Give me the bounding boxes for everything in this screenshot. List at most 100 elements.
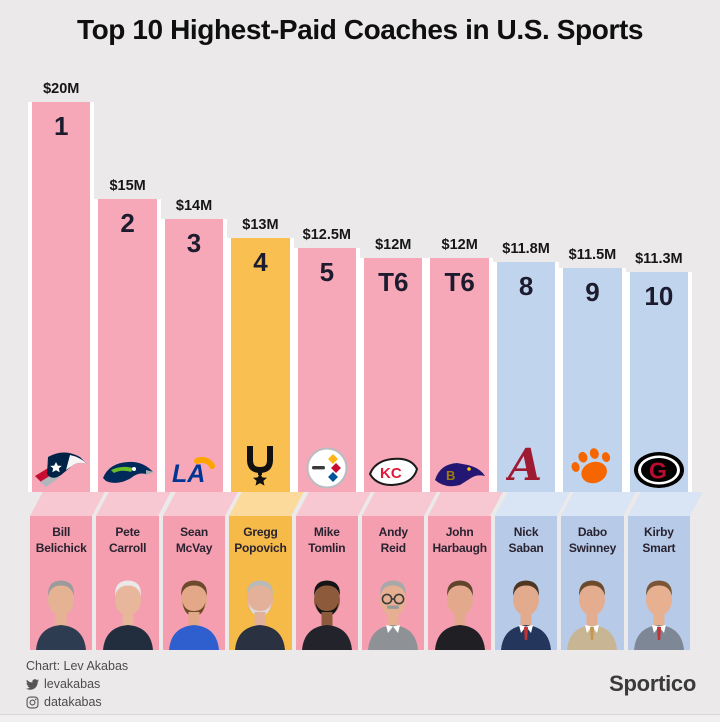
coach-first-name: Kirby (644, 525, 674, 539)
coach-panel: John Harbaugh (428, 516, 491, 650)
salary-label: $20M (43, 81, 80, 97)
coach-first-name: Nick (513, 525, 539, 539)
twitter-icon (26, 678, 39, 691)
coach-first-name: John (445, 525, 474, 539)
coach-last-name: Carroll (108, 540, 147, 555)
pedestal-bevel (295, 492, 371, 516)
pedestal-bevel (162, 492, 238, 516)
seahawks-logo (101, 457, 155, 489)
instagram-handle: datakabas (44, 695, 102, 709)
clemson-logo (568, 445, 616, 489)
coach-first-name: Gregg (243, 525, 278, 539)
coach-column-mcvay: $14M 3 LA (160, 198, 228, 492)
spurs-logo (238, 443, 282, 489)
alabama-logo: A (504, 440, 546, 491)
pedestal-bevel (627, 492, 703, 516)
coach-photo (365, 570, 421, 650)
coach-column-popovich: $13M 4 (227, 217, 294, 492)
coach-panel: Andy Reid (362, 516, 425, 650)
coach-panel: Pete Carroll (96, 516, 159, 650)
pedestal-bevel (428, 492, 504, 516)
bottom-border (0, 714, 720, 722)
rank-label: 2 (120, 208, 135, 238)
salary-label: $11.5M (568, 247, 617, 263)
coach-photo (100, 570, 156, 650)
coach-column-smart: $11.3M 10 G (625, 251, 693, 492)
coach-name: Dabo Swinney (561, 516, 623, 557)
salary-label: $14M (175, 198, 213, 214)
coach-column-harbaugh: $12M T6 B (426, 237, 493, 492)
bar: 4 (227, 238, 294, 492)
bar: 9 (559, 268, 626, 492)
rank-label: T6 (444, 267, 475, 297)
bar: 3 LA (160, 219, 228, 492)
coach-first-name: Andy (378, 525, 408, 539)
chiefs-logo: KC (367, 455, 419, 489)
coach-last-name: Popovich (234, 540, 287, 555)
rank-label: 1 (53, 111, 69, 141)
twitter-handle: levakabas (44, 677, 101, 691)
svg-text:G: G (649, 458, 667, 484)
coach-column-reid: $12M T6 KC (360, 237, 427, 492)
salary-label: $12M (375, 237, 412, 253)
coach-last-name: McVay (175, 540, 213, 555)
patriots-logo (34, 449, 88, 489)
bar-chart: $20M 1 $15M 2 (28, 0, 693, 492)
coach-name: Bill Belichick (30, 516, 92, 557)
pedestal-bevel (96, 492, 172, 516)
coach-first-name: Mike (313, 525, 340, 539)
coach-photo (432, 570, 488, 650)
coach-photo (232, 570, 288, 650)
salary-label: $11.8M (502, 241, 550, 257)
coach-last-name: Belichick (35, 540, 87, 555)
coach-name: Mike Tomlin (296, 516, 358, 557)
pedestal-bevels (28, 492, 703, 516)
pedestal-bevel (494, 492, 571, 516)
pedestal-bevel (229, 492, 305, 516)
pedestal-bevel (30, 492, 106, 516)
coach-last-name: Tomlin (308, 540, 346, 555)
salary-label: $15M (109, 178, 146, 194)
salary-label: $12.5M (302, 227, 352, 243)
coach-name: Pete Carroll (96, 516, 158, 557)
coach-name: John Harbaugh (428, 516, 490, 557)
coach-name: Kirby Smart (628, 516, 690, 557)
coach-last-name: Reid (380, 540, 406, 555)
coach-first-name: Bill (52, 525, 71, 539)
coach-column-belichick: $20M 1 (28, 81, 95, 492)
rank-label: 5 (319, 257, 335, 287)
rank-label: 4 (253, 247, 268, 277)
sportico-wordmark: Sportico (609, 671, 696, 696)
credit-block: Chart: Lev Akabas levakabas datakabas (26, 657, 128, 711)
bar: 2 (94, 199, 161, 492)
coach-first-name: Pete (115, 525, 140, 539)
coach-photo (299, 570, 355, 650)
steelers-logo (306, 447, 348, 489)
coach-name: Andy Reid (362, 516, 424, 557)
coach-pedestals: Bill Belichick Pete Carroll (28, 516, 692, 650)
rank-label: 9 (585, 277, 600, 307)
pedestal-bevel (561, 492, 637, 516)
svg-text:KC: KC (380, 465, 402, 482)
bar: 8 A (492, 262, 560, 492)
coach-name: Gregg Popovich (229, 516, 291, 557)
pedestal-bevel (362, 492, 438, 516)
coach-panel: Sean McVay (162, 516, 226, 650)
georgia-logo: G (633, 451, 685, 489)
salary-label: $11.3M (635, 251, 683, 267)
coach-photo (166, 570, 222, 650)
coach-last-name: Harbaugh (432, 540, 487, 555)
bar: 5 (293, 248, 361, 492)
coach-panel: Mike Tomlin (295, 516, 359, 650)
coach-last-name: Swinney (568, 540, 617, 555)
salary-label: $13M (242, 217, 279, 233)
coach-column-saban: $11.8M 8 A (492, 241, 560, 492)
coach-last-name: Saban (508, 540, 544, 555)
coach-first-name: Dabo (577, 525, 608, 539)
coach-panel: Gregg Popovich (229, 516, 292, 650)
bar: 1 (28, 102, 95, 492)
chart-title: Top 10 Highest-Paid Coaches in U.S. Spor… (76, 14, 644, 45)
coach-name: Sean McVay (163, 516, 225, 557)
coach-panel: Kirby Smart (627, 516, 691, 650)
